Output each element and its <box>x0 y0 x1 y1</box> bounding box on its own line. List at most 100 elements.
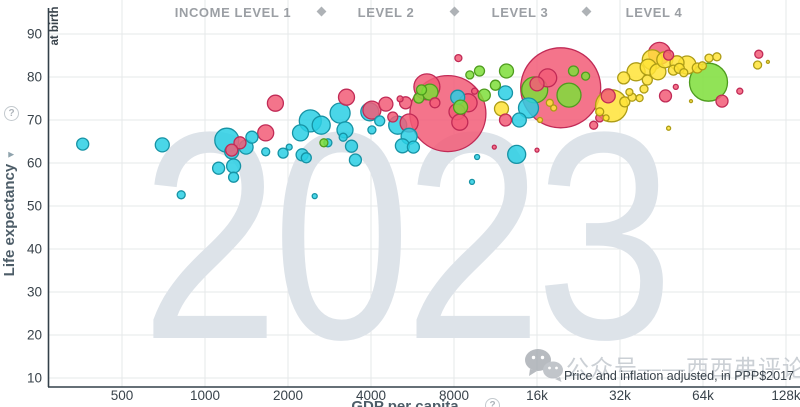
bubble-africa[interactable] <box>76 137 90 151</box>
bubble-asia[interactable] <box>233 136 247 150</box>
x-axis-title-dropdown[interactable]: GDP per capita <box>351 398 459 407</box>
bubble-asia[interactable] <box>529 76 545 92</box>
bubble-africa[interactable] <box>344 139 359 153</box>
bubble-africa[interactable] <box>329 102 351 124</box>
y-tick-label: 20 <box>27 328 42 343</box>
bubble-africa[interactable] <box>517 97 540 119</box>
bubble-asia[interactable] <box>454 53 463 63</box>
bubble-africa[interactable] <box>348 153 363 167</box>
bubble-asia[interactable] <box>589 120 599 130</box>
bubble-asia[interactable] <box>754 49 764 59</box>
bubble-asia[interactable] <box>736 87 744 95</box>
bubble-asia[interactable] <box>662 49 675 61</box>
bubble-americas[interactable] <box>465 70 475 80</box>
bubble-asia[interactable] <box>672 83 679 91</box>
bubble-europe[interactable] <box>595 107 605 117</box>
income-zone-label-3: LEVEL 3 <box>491 5 549 20</box>
bubble-africa[interactable] <box>406 140 421 154</box>
bubble-asia[interactable] <box>266 94 285 112</box>
bubble-asia[interactable] <box>715 94 729 108</box>
bubble-africa[interactable] <box>245 130 259 144</box>
bubble-africa[interactable] <box>225 158 242 174</box>
bubble-africa[interactable] <box>473 153 481 161</box>
bubble-asia[interactable] <box>534 147 540 153</box>
y-tick-label: 80 <box>27 70 42 85</box>
y-axis-title-dropdown[interactable]: Life expectancy ▼ <box>1 143 21 283</box>
bubble-africa[interactable] <box>300 152 312 164</box>
bubble-europe[interactable] <box>639 84 649 94</box>
bubble-asia[interactable] <box>451 113 469 131</box>
bubble-africa[interactable] <box>311 115 331 135</box>
wechat-account-watermark: 公众号——西西弗评论 <box>566 355 800 381</box>
bubble-europe[interactable] <box>536 116 544 124</box>
bubble-africa[interactable] <box>176 190 186 200</box>
bubble-africa[interactable] <box>497 85 514 101</box>
bubble-africa[interactable] <box>338 132 348 142</box>
bubble-europe[interactable] <box>697 61 708 71</box>
bubble-europe[interactable] <box>752 60 763 70</box>
bubble-europe[interactable] <box>635 93 644 103</box>
bubble-americas[interactable] <box>415 84 428 96</box>
bubble-africa[interactable] <box>261 147 271 157</box>
bubble-africa[interactable] <box>511 112 527 128</box>
bubble-africa[interactable] <box>291 124 310 142</box>
bubble-africa[interactable] <box>507 144 527 165</box>
x-tick-label: 500 <box>111 388 134 403</box>
bubble-asia[interactable] <box>225 143 239 157</box>
bubble-asia[interactable] <box>600 88 616 104</box>
bubble-europe[interactable] <box>641 74 653 86</box>
bubble-asia[interactable] <box>387 111 399 123</box>
y-axis-help-icon[interactable]: ? <box>4 106 19 121</box>
bubble-europe[interactable] <box>545 98 554 107</box>
bubble-asia[interactable] <box>491 144 497 150</box>
bubble-asia[interactable] <box>257 124 275 142</box>
x-tick-label: 64k <box>692 388 714 403</box>
chevron-down-icon: ▼ <box>6 149 17 160</box>
price-adjustment-footnote: Price and inflation adjusted, in PPP$201… <box>563 369 794 383</box>
bubble-americas[interactable] <box>580 71 591 81</box>
x-tick-label: 32k <box>609 388 631 403</box>
bubble-africa[interactable] <box>211 161 226 175</box>
bubble-americas[interactable] <box>452 99 469 115</box>
bubble-asia[interactable] <box>378 96 394 112</box>
y-tick-label: 70 <box>27 113 42 128</box>
bubble-europe[interactable] <box>625 87 634 97</box>
x-tick-label: 128k <box>771 388 800 403</box>
bubble-americas[interactable] <box>473 65 486 77</box>
bubble-africa[interactable] <box>367 125 377 135</box>
bubble-europe[interactable] <box>617 71 631 85</box>
bubble-americas[interactable] <box>567 65 580 77</box>
bubble-asia[interactable] <box>337 88 356 106</box>
bubble-africa[interactable] <box>154 137 170 153</box>
bubble-europe[interactable] <box>602 114 610 122</box>
bubble-europe[interactable] <box>704 53 714 63</box>
bubble-europe[interactable] <box>665 125 672 131</box>
bubble-asia[interactable] <box>498 113 513 127</box>
bubble-africa[interactable] <box>227 171 240 183</box>
bubble-europe[interactable] <box>679 68 689 78</box>
bubble-asia[interactable] <box>396 95 404 103</box>
bubble-americas[interactable] <box>556 82 582 108</box>
bubble-asia[interactable] <box>470 87 479 95</box>
bubble-americas[interactable] <box>489 79 502 91</box>
bubble-americas[interactable] <box>319 138 329 148</box>
bubble-europe[interactable] <box>619 96 631 108</box>
bubble-europe[interactable] <box>550 104 558 112</box>
bubble-africa[interactable] <box>285 143 293 151</box>
bubble-asia[interactable] <box>658 89 673 103</box>
bubble-americas[interactable] <box>498 63 515 79</box>
bubble-americas[interactable] <box>477 88 491 102</box>
bubble-africa[interactable] <box>468 178 476 186</box>
bubble-africa[interactable] <box>277 147 289 159</box>
y-tick-label: 50 <box>27 199 42 214</box>
bubble-europe[interactable] <box>712 52 722 62</box>
bubble-africa[interactable] <box>311 192 318 200</box>
bubble-africa[interactable] <box>374 115 386 127</box>
bubble-asia[interactable] <box>362 100 382 120</box>
y-tick-label: 10 <box>27 371 42 386</box>
bubble-europe[interactable] <box>688 98 694 104</box>
x-axis-help-icon[interactable]: ? <box>485 398 500 407</box>
bubble-asia[interactable] <box>429 97 441 109</box>
bubble-europe[interactable] <box>765 59 771 65</box>
